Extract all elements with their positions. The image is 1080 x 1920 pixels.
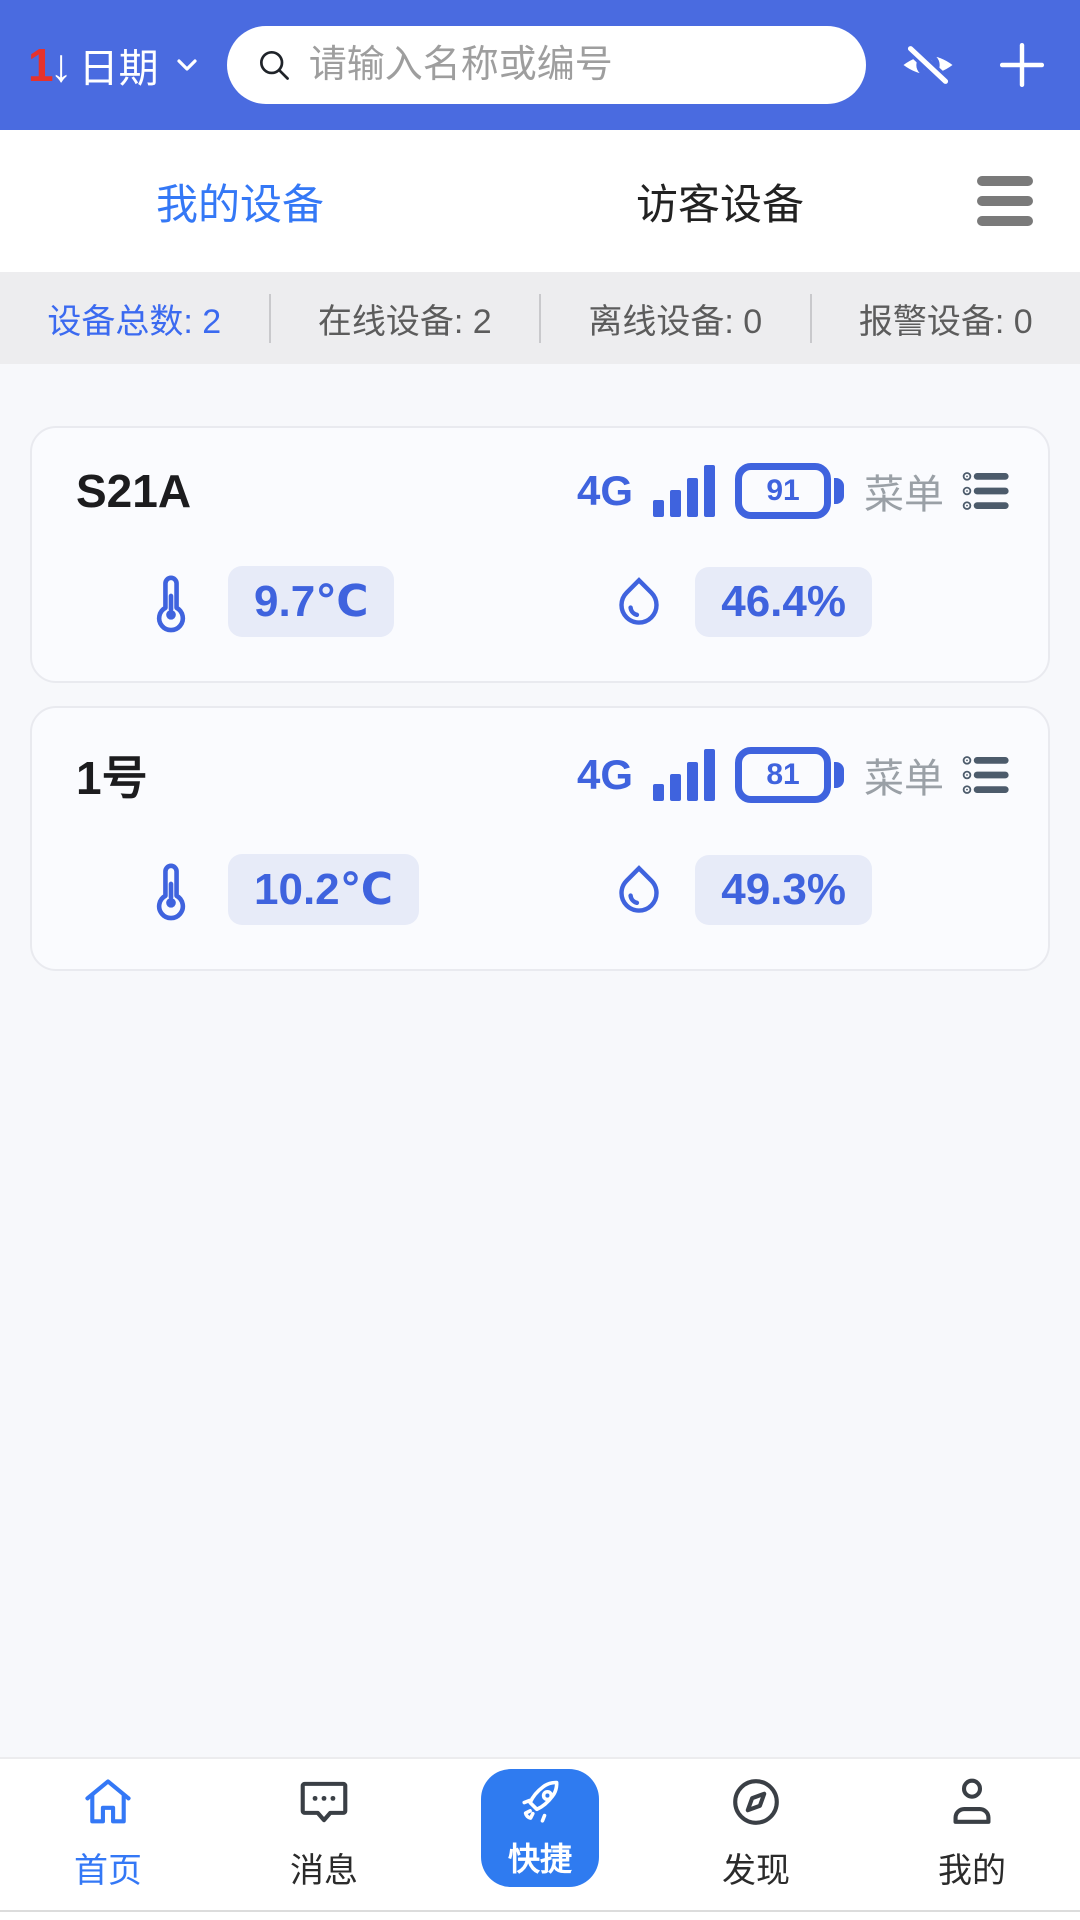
nav-label: 我的 <box>938 1852 1006 1890</box>
device-name: S21A <box>76 465 192 517</box>
list-icon <box>962 472 1009 510</box>
thermometer-icon <box>156 863 186 920</box>
nav-item-mine[interactable]: 我的 <box>864 1773 1080 1892</box>
network-type-label: 4G <box>576 467 633 514</box>
device-stats-bar: 设备总数: 2 在线设备: 2 离线设备: 0 报警设备: 0 <box>0 272 1080 364</box>
stat-total-devices: 设备总数: 2 <box>47 302 222 341</box>
device-name: 1号 <box>76 752 148 804</box>
nav-label: 消息 <box>290 1852 358 1890</box>
eye-off-icon[interactable] <box>896 37 960 93</box>
search-input[interactable] <box>308 43 842 87</box>
nav-label: 首页 <box>74 1852 142 1890</box>
app-header: 1↓ 日期 <box>0 0 1080 130</box>
battery-level: 91 <box>766 474 800 507</box>
signal-strength-icon <box>653 465 715 517</box>
compass-icon <box>733 1779 779 1825</box>
search-bar[interactable] <box>226 26 866 104</box>
device-menu-button[interactable]: 菜单 <box>864 462 1012 520</box>
stat-offline-devices: 离线设备: 0 <box>539 293 810 343</box>
device-card[interactable]: S21A 4G 91 菜单 <box>30 426 1050 683</box>
menu-label: 菜单 <box>864 473 944 517</box>
device-tabs: 我的设备 访客设备 <box>0 130 1080 272</box>
tab-my-devices[interactable]: 我的设备 <box>155 180 324 228</box>
quick-action-button[interactable]: 快捷 <box>481 1769 599 1887</box>
network-type-label: 4G <box>576 751 633 798</box>
battery-icon: 91 <box>735 463 844 519</box>
nav-item-quick[interactable]: 快捷 <box>432 1769 648 1887</box>
menu-hamburger-icon[interactable] <box>960 176 1080 226</box>
humidity-value: 49.3% <box>695 854 872 925</box>
humidity-drop-icon <box>619 864 659 913</box>
nav-item-home[interactable]: 首页 <box>0 1773 216 1892</box>
tab-guest-devices[interactable]: 访客设备 <box>635 180 804 228</box>
list-icon <box>962 756 1009 794</box>
thermometer-icon <box>156 575 186 632</box>
nav-item-discover[interactable]: 发现 <box>648 1773 864 1892</box>
nav-label: 快捷 <box>507 1841 572 1877</box>
home-icon <box>85 1779 131 1824</box>
device-card[interactable]: 1号 4G 81 菜单 <box>30 706 1050 971</box>
device-list: S21A 4G 91 菜单 <box>0 364 1080 1757</box>
add-device-button[interactable] <box>994 37 1050 93</box>
person-icon <box>953 1778 991 1824</box>
nav-label: 发现 <box>722 1852 790 1890</box>
device-menu-button[interactable]: 菜单 <box>864 746 1012 804</box>
humidity-drop-icon <box>619 576 659 625</box>
sort-by-date-button[interactable]: 1↓ 日期 <box>28 36 203 94</box>
menu-label: 菜单 <box>864 757 944 801</box>
message-icon <box>300 1781 348 1823</box>
stat-alarm-devices: 报警设备: 0 <box>809 293 1080 343</box>
sort-date-icon: 1↓ <box>28 39 73 91</box>
stat-online-devices: 在线设备: 2 <box>268 293 540 343</box>
temperature-value: 9.7℃ <box>228 566 395 637</box>
rocket-icon <box>522 1780 559 1823</box>
battery-icon: 81 <box>735 747 844 803</box>
search-icon <box>259 50 289 80</box>
sort-label: 日期 <box>78 47 159 91</box>
battery-level: 81 <box>766 758 800 791</box>
bottom-nav: 首页 消息 快捷 发现 <box>0 1757 1080 1920</box>
temperature-value: 10.2℃ <box>228 854 419 925</box>
humidity-value: 46.4% <box>695 566 872 637</box>
nav-item-messages[interactable]: 消息 <box>216 1773 432 1892</box>
chevron-down-icon <box>176 59 197 71</box>
signal-strength-icon <box>653 749 715 801</box>
